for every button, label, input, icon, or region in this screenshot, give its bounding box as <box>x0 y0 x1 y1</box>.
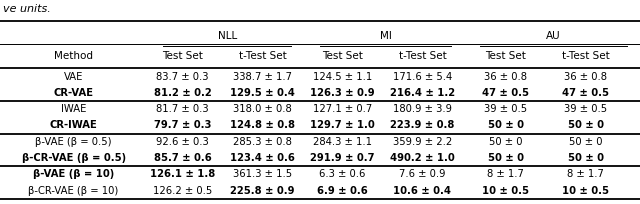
Text: 124.5 ± 1.1: 124.5 ± 1.1 <box>313 71 372 82</box>
Text: 50 ± 0: 50 ± 0 <box>568 120 604 131</box>
Text: 361.3 ± 1.5: 361.3 ± 1.5 <box>233 169 292 180</box>
Text: β-VAE (β = 10): β-VAE (β = 10) <box>33 169 114 180</box>
Text: 47 ± 0.5: 47 ± 0.5 <box>562 88 609 98</box>
Text: 126.1 ± 1.8: 126.1 ± 1.8 <box>150 169 215 180</box>
Text: 126.2 ± 0.5: 126.2 ± 0.5 <box>153 186 212 196</box>
Text: 50 ± 0: 50 ± 0 <box>568 153 604 163</box>
Text: Test Set: Test Set <box>485 51 526 61</box>
Text: t-Test Set: t-Test Set <box>562 51 609 61</box>
Text: 50 ± 0: 50 ± 0 <box>489 137 522 147</box>
Text: 10 ± 0.5: 10 ± 0.5 <box>562 186 609 196</box>
Text: CR-IWAE: CR-IWAE <box>50 120 97 131</box>
Text: 171.6 ± 5.4: 171.6 ± 5.4 <box>393 71 452 82</box>
Text: 10 ± 0.5: 10 ± 0.5 <box>482 186 529 196</box>
Text: 39 ± 0.5: 39 ± 0.5 <box>564 104 607 114</box>
Text: 8 ± 1.7: 8 ± 1.7 <box>567 169 604 180</box>
Text: 92.6 ± 0.3: 92.6 ± 0.3 <box>156 137 209 147</box>
Text: 291.9 ± 0.7: 291.9 ± 0.7 <box>310 153 374 163</box>
Text: Test Set: Test Set <box>162 51 203 61</box>
Text: 124.8 ± 0.8: 124.8 ± 0.8 <box>230 120 295 131</box>
Text: 39 ± 0.5: 39 ± 0.5 <box>484 104 527 114</box>
Text: 126.3 ± 0.9: 126.3 ± 0.9 <box>310 88 374 98</box>
Text: 50 ± 0: 50 ± 0 <box>569 137 602 147</box>
Text: 6.3 ± 0.6: 6.3 ± 0.6 <box>319 169 365 180</box>
Text: 50 ± 0: 50 ± 0 <box>488 153 524 163</box>
Text: 85.7 ± 0.6: 85.7 ± 0.6 <box>154 153 211 163</box>
Text: 47 ± 0.5: 47 ± 0.5 <box>482 88 529 98</box>
Text: 6.9 ± 0.6: 6.9 ± 0.6 <box>317 186 368 196</box>
Text: 81.2 ± 0.2: 81.2 ± 0.2 <box>154 88 211 98</box>
Text: 36 ± 0.8: 36 ± 0.8 <box>484 71 527 82</box>
Text: VAE: VAE <box>64 71 83 82</box>
Text: ve units.: ve units. <box>3 4 51 14</box>
Text: 7.6 ± 0.9: 7.6 ± 0.9 <box>399 169 445 180</box>
Text: IWAE: IWAE <box>61 104 86 114</box>
Text: β-CR-VAE (β = 10): β-CR-VAE (β = 10) <box>28 186 119 196</box>
Text: β-CR-VAE (β = 0.5): β-CR-VAE (β = 0.5) <box>22 153 125 163</box>
Text: 284.3 ± 1.1: 284.3 ± 1.1 <box>313 137 372 147</box>
Text: 223.9 ± 0.8: 223.9 ± 0.8 <box>390 120 454 131</box>
Text: 129.7 ± 1.0: 129.7 ± 1.0 <box>310 120 375 131</box>
Text: 225.8 ± 0.9: 225.8 ± 0.9 <box>230 186 294 196</box>
Text: 216.4 ± 1.2: 216.4 ± 1.2 <box>390 88 455 98</box>
Text: 8 ± 1.7: 8 ± 1.7 <box>487 169 524 180</box>
Text: 81.7 ± 0.3: 81.7 ± 0.3 <box>156 104 209 114</box>
Text: 79.7 ± 0.3: 79.7 ± 0.3 <box>154 120 211 131</box>
Text: β-VAE (β = 0.5): β-VAE (β = 0.5) <box>35 137 112 147</box>
Text: 10.6 ± 0.4: 10.6 ± 0.4 <box>394 186 451 196</box>
Text: 123.4 ± 0.6: 123.4 ± 0.6 <box>230 153 295 163</box>
Text: 318.0 ± 0.8: 318.0 ± 0.8 <box>233 104 292 114</box>
Text: 50 ± 0: 50 ± 0 <box>488 120 524 131</box>
Text: 338.7 ± 1.7: 338.7 ± 1.7 <box>233 71 292 82</box>
Text: 36 ± 0.8: 36 ± 0.8 <box>564 71 607 82</box>
Text: Method: Method <box>54 51 93 61</box>
Text: CR-VAE: CR-VAE <box>54 88 93 98</box>
Text: Test Set: Test Set <box>322 51 363 61</box>
Text: 127.1 ± 0.7: 127.1 ± 0.7 <box>313 104 372 114</box>
Text: 490.2 ± 1.0: 490.2 ± 1.0 <box>390 153 455 163</box>
Text: t-Test Set: t-Test Set <box>239 51 286 61</box>
Text: 129.5 ± 0.4: 129.5 ± 0.4 <box>230 88 295 98</box>
Text: 285.3 ± 0.8: 285.3 ± 0.8 <box>233 137 292 147</box>
Text: t-Test Set: t-Test Set <box>399 51 446 61</box>
Text: 359.9 ± 2.2: 359.9 ± 2.2 <box>393 137 452 147</box>
Text: NLL: NLL <box>218 31 237 41</box>
Text: 180.9 ± 3.9: 180.9 ± 3.9 <box>393 104 452 114</box>
Text: AU: AU <box>547 31 561 41</box>
Text: MI: MI <box>380 31 392 41</box>
Text: 83.7 ± 0.3: 83.7 ± 0.3 <box>156 71 209 82</box>
